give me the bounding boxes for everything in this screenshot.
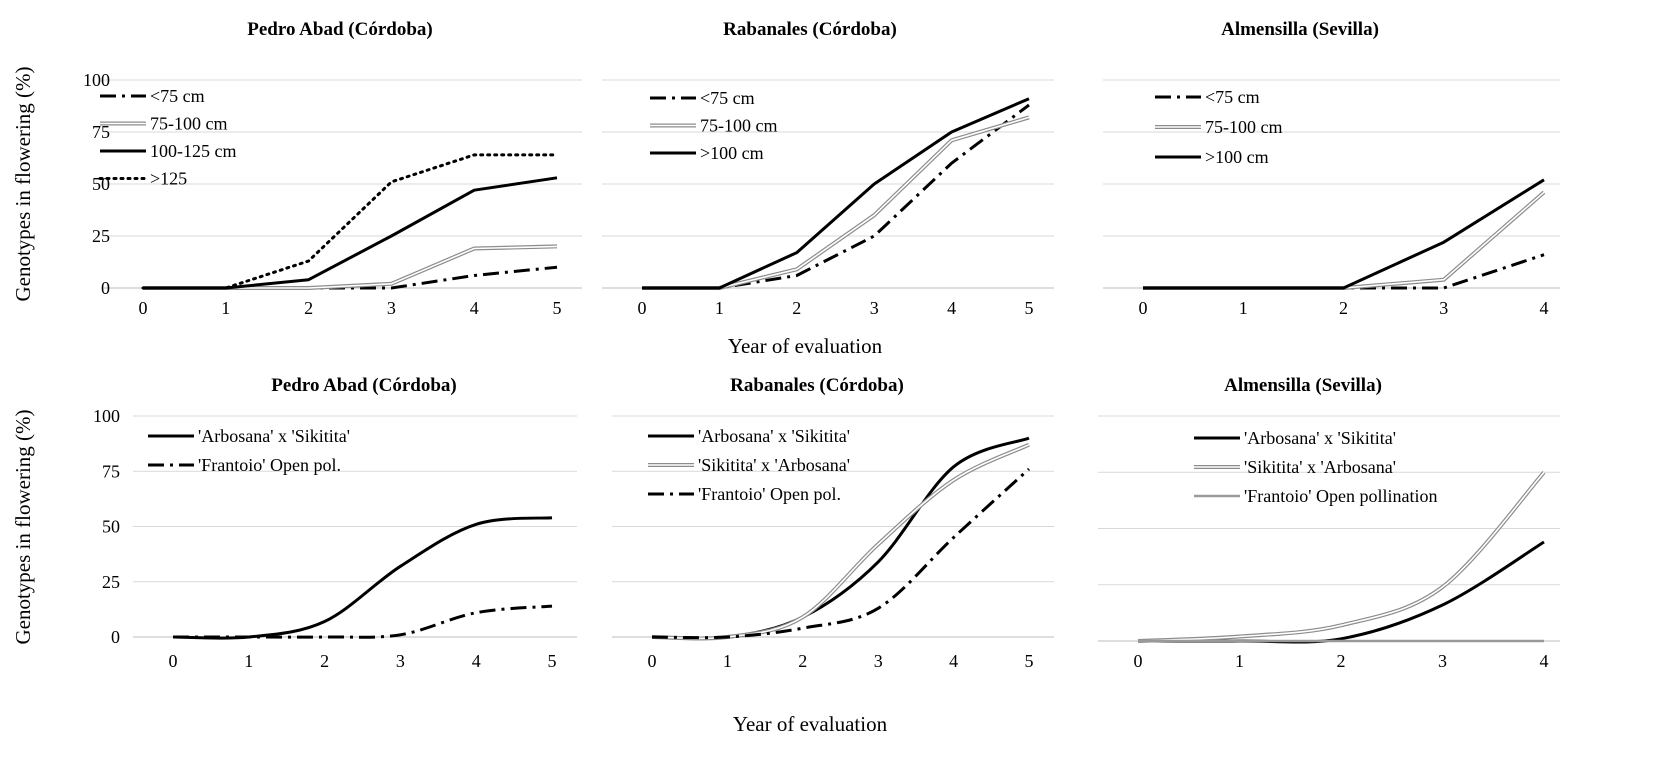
y-axis-label-bottom: Genotypes in flowering (%)	[11, 409, 35, 644]
series-line-p4-1-stroke-0	[173, 604, 553, 639]
legend-label-p6-0: 'Arbosana' x 'Sikitita'	[1244, 428, 1396, 448]
x-tick-label-p2-1: 1	[715, 298, 724, 318]
x-axis-label-bottom: Year of evaluation	[733, 712, 888, 736]
x-tick-label-p6-4: 4	[1540, 651, 1549, 671]
x-tick-label-p2-5: 5	[1025, 298, 1034, 318]
series-line-p1-2-stroke-0	[143, 176, 558, 290]
x-tick-label-p2-3: 3	[870, 298, 879, 318]
legend-label-p1-0: <75 cm	[150, 86, 205, 106]
x-tick-label-p1-4: 4	[470, 298, 479, 318]
x-tick-label-p5-2: 2	[798, 651, 807, 671]
x-tick-label-p6-2: 2	[1337, 651, 1346, 671]
legend-label-p3-0: <75 cm	[1205, 87, 1260, 107]
y-tick-label-p1-25: 25	[92, 226, 110, 246]
x-tick-label-p1-0: 0	[139, 298, 148, 318]
x-tick-label-p1-5: 5	[553, 298, 562, 318]
x-tick-label-p2-0: 0	[638, 298, 647, 318]
series-line-p1-3	[141, 153, 559, 290]
x-tick-label-p6-1: 1	[1235, 651, 1244, 671]
series-line-p1-1-stroke-1	[143, 245, 558, 289]
x-tick-label-p4-1: 1	[244, 651, 253, 671]
legend-label-p3-2: >100 cm	[1205, 147, 1269, 167]
x-tick-label-p4-2: 2	[320, 651, 329, 671]
legend-label-p1-1: 75-100 cm	[150, 114, 227, 134]
series-line-p4-0	[172, 516, 553, 640]
legend-label-p1-3: >125	[150, 169, 187, 189]
legend-label-p5-2: 'Frantoio' Open pol.	[698, 484, 841, 504]
x-tick-label-p5-4: 4	[949, 651, 958, 671]
series-line-p5-2-stroke-0	[651, 467, 1031, 640]
legend-label-p1-2: 100-125 cm	[150, 141, 236, 161]
legend-label-p6-1: 'Sikitita' x 'Arbosana'	[1244, 457, 1396, 477]
x-tick-label-p1-2: 2	[304, 298, 313, 318]
chart-title-p5: Rabanales (Córdoba)	[730, 375, 904, 396]
x-axis-label-top: Year of evaluation	[728, 334, 883, 358]
x-tick-label-p5-1: 1	[723, 651, 732, 671]
y-tick-label-p1-50: 50	[92, 174, 110, 194]
y-tick-label-p4-75: 75	[102, 461, 120, 481]
series-line-p3-0	[1143, 253, 1545, 290]
x-tick-label-p3-2: 2	[1339, 298, 1348, 318]
y-tick-label-p1-0: 0	[101, 278, 110, 298]
legend-label-p4-1: 'Frantoio' Open pol.	[198, 455, 341, 475]
series-line-p3-2-stroke-0	[1143, 178, 1545, 290]
x-tick-label-p6-0: 0	[1134, 651, 1143, 671]
series-line-p1-2	[143, 176, 558, 290]
y-tick-label-p4-50: 50	[102, 517, 120, 537]
series-line-p1-1	[143, 244, 558, 290]
x-tick-label-p6-3: 3	[1438, 651, 1447, 671]
chart-title-p4: Pedro Abad (Córdoba)	[271, 375, 456, 396]
series-line-p1-1-stroke-0	[143, 244, 558, 290]
legend-label-p5-0: 'Arbosana' x 'Sikitita'	[698, 426, 850, 446]
x-tick-label-p2-4: 4	[947, 298, 956, 318]
legend-label-p2-0: <75 cm	[700, 88, 755, 108]
legend-label-p6-2: 'Frantoio' Open pollination	[1244, 486, 1437, 506]
x-tick-label-p4-4: 4	[472, 651, 481, 671]
series-line-p6-1-stroke-1	[1137, 471, 1545, 642]
x-tick-label-p2-2: 2	[792, 298, 801, 318]
series-line-p4-0-stroke-0	[172, 516, 553, 640]
series-line-p3-0-stroke-0	[1143, 253, 1545, 290]
x-tick-label-p1-3: 3	[387, 298, 396, 318]
x-tick-label-p4-5: 5	[548, 651, 557, 671]
series-line-p6-1	[1137, 470, 1546, 643]
x-tick-label-p4-0: 0	[169, 651, 178, 671]
series-line-p3-2	[1143, 178, 1545, 290]
x-tick-label-p3-3: 3	[1439, 298, 1448, 318]
x-tick-label-p3-0: 0	[1139, 298, 1148, 318]
series-line-p2-2	[642, 97, 1030, 290]
y-axis-label-top: Genotypes in flowering (%)	[11, 66, 35, 301]
y-tick-label-p4-25: 25	[102, 572, 120, 592]
legend-label-p2-2: >100 cm	[700, 143, 764, 163]
x-tick-label-p5-5: 5	[1025, 651, 1034, 671]
x-tick-label-p3-4: 4	[1540, 298, 1549, 318]
legend-label-p2-1: 75-100 cm	[700, 116, 777, 136]
x-tick-label-p5-3: 3	[874, 651, 883, 671]
series-line-p5-2	[651, 467, 1031, 640]
series-line-p2-2-stroke-0	[642, 97, 1030, 290]
y-tick-label-p1-100: 100	[83, 70, 110, 90]
chart-title-p6: Almensilla (Sevilla)	[1224, 375, 1382, 396]
x-tick-label-p4-3: 3	[396, 651, 405, 671]
x-tick-label-p5-0: 0	[648, 651, 657, 671]
chart-title-p1: Pedro Abad (Córdoba)	[247, 19, 432, 40]
y-tick-label-p1-75: 75	[92, 122, 110, 142]
series-line-p1-3-stroke-0	[141, 153, 559, 290]
x-tick-label-p3-1: 1	[1239, 298, 1248, 318]
series-line-p4-1	[173, 604, 553, 639]
y-tick-label-p4-0: 0	[111, 627, 120, 647]
legend-label-p4-0: 'Arbosana' x 'Sikitita'	[198, 426, 350, 446]
chart-title-p2: Rabanales (Córdoba)	[723, 19, 897, 40]
chart-title-p3: Almensilla (Sevilla)	[1221, 19, 1379, 40]
x-tick-label-p1-1: 1	[221, 298, 230, 318]
y-tick-label-p4-100: 100	[93, 406, 120, 426]
legend-label-p5-1: 'Sikitita' x 'Arbosana'	[698, 455, 850, 475]
legend-label-p3-1: 75-100 cm	[1205, 117, 1282, 137]
